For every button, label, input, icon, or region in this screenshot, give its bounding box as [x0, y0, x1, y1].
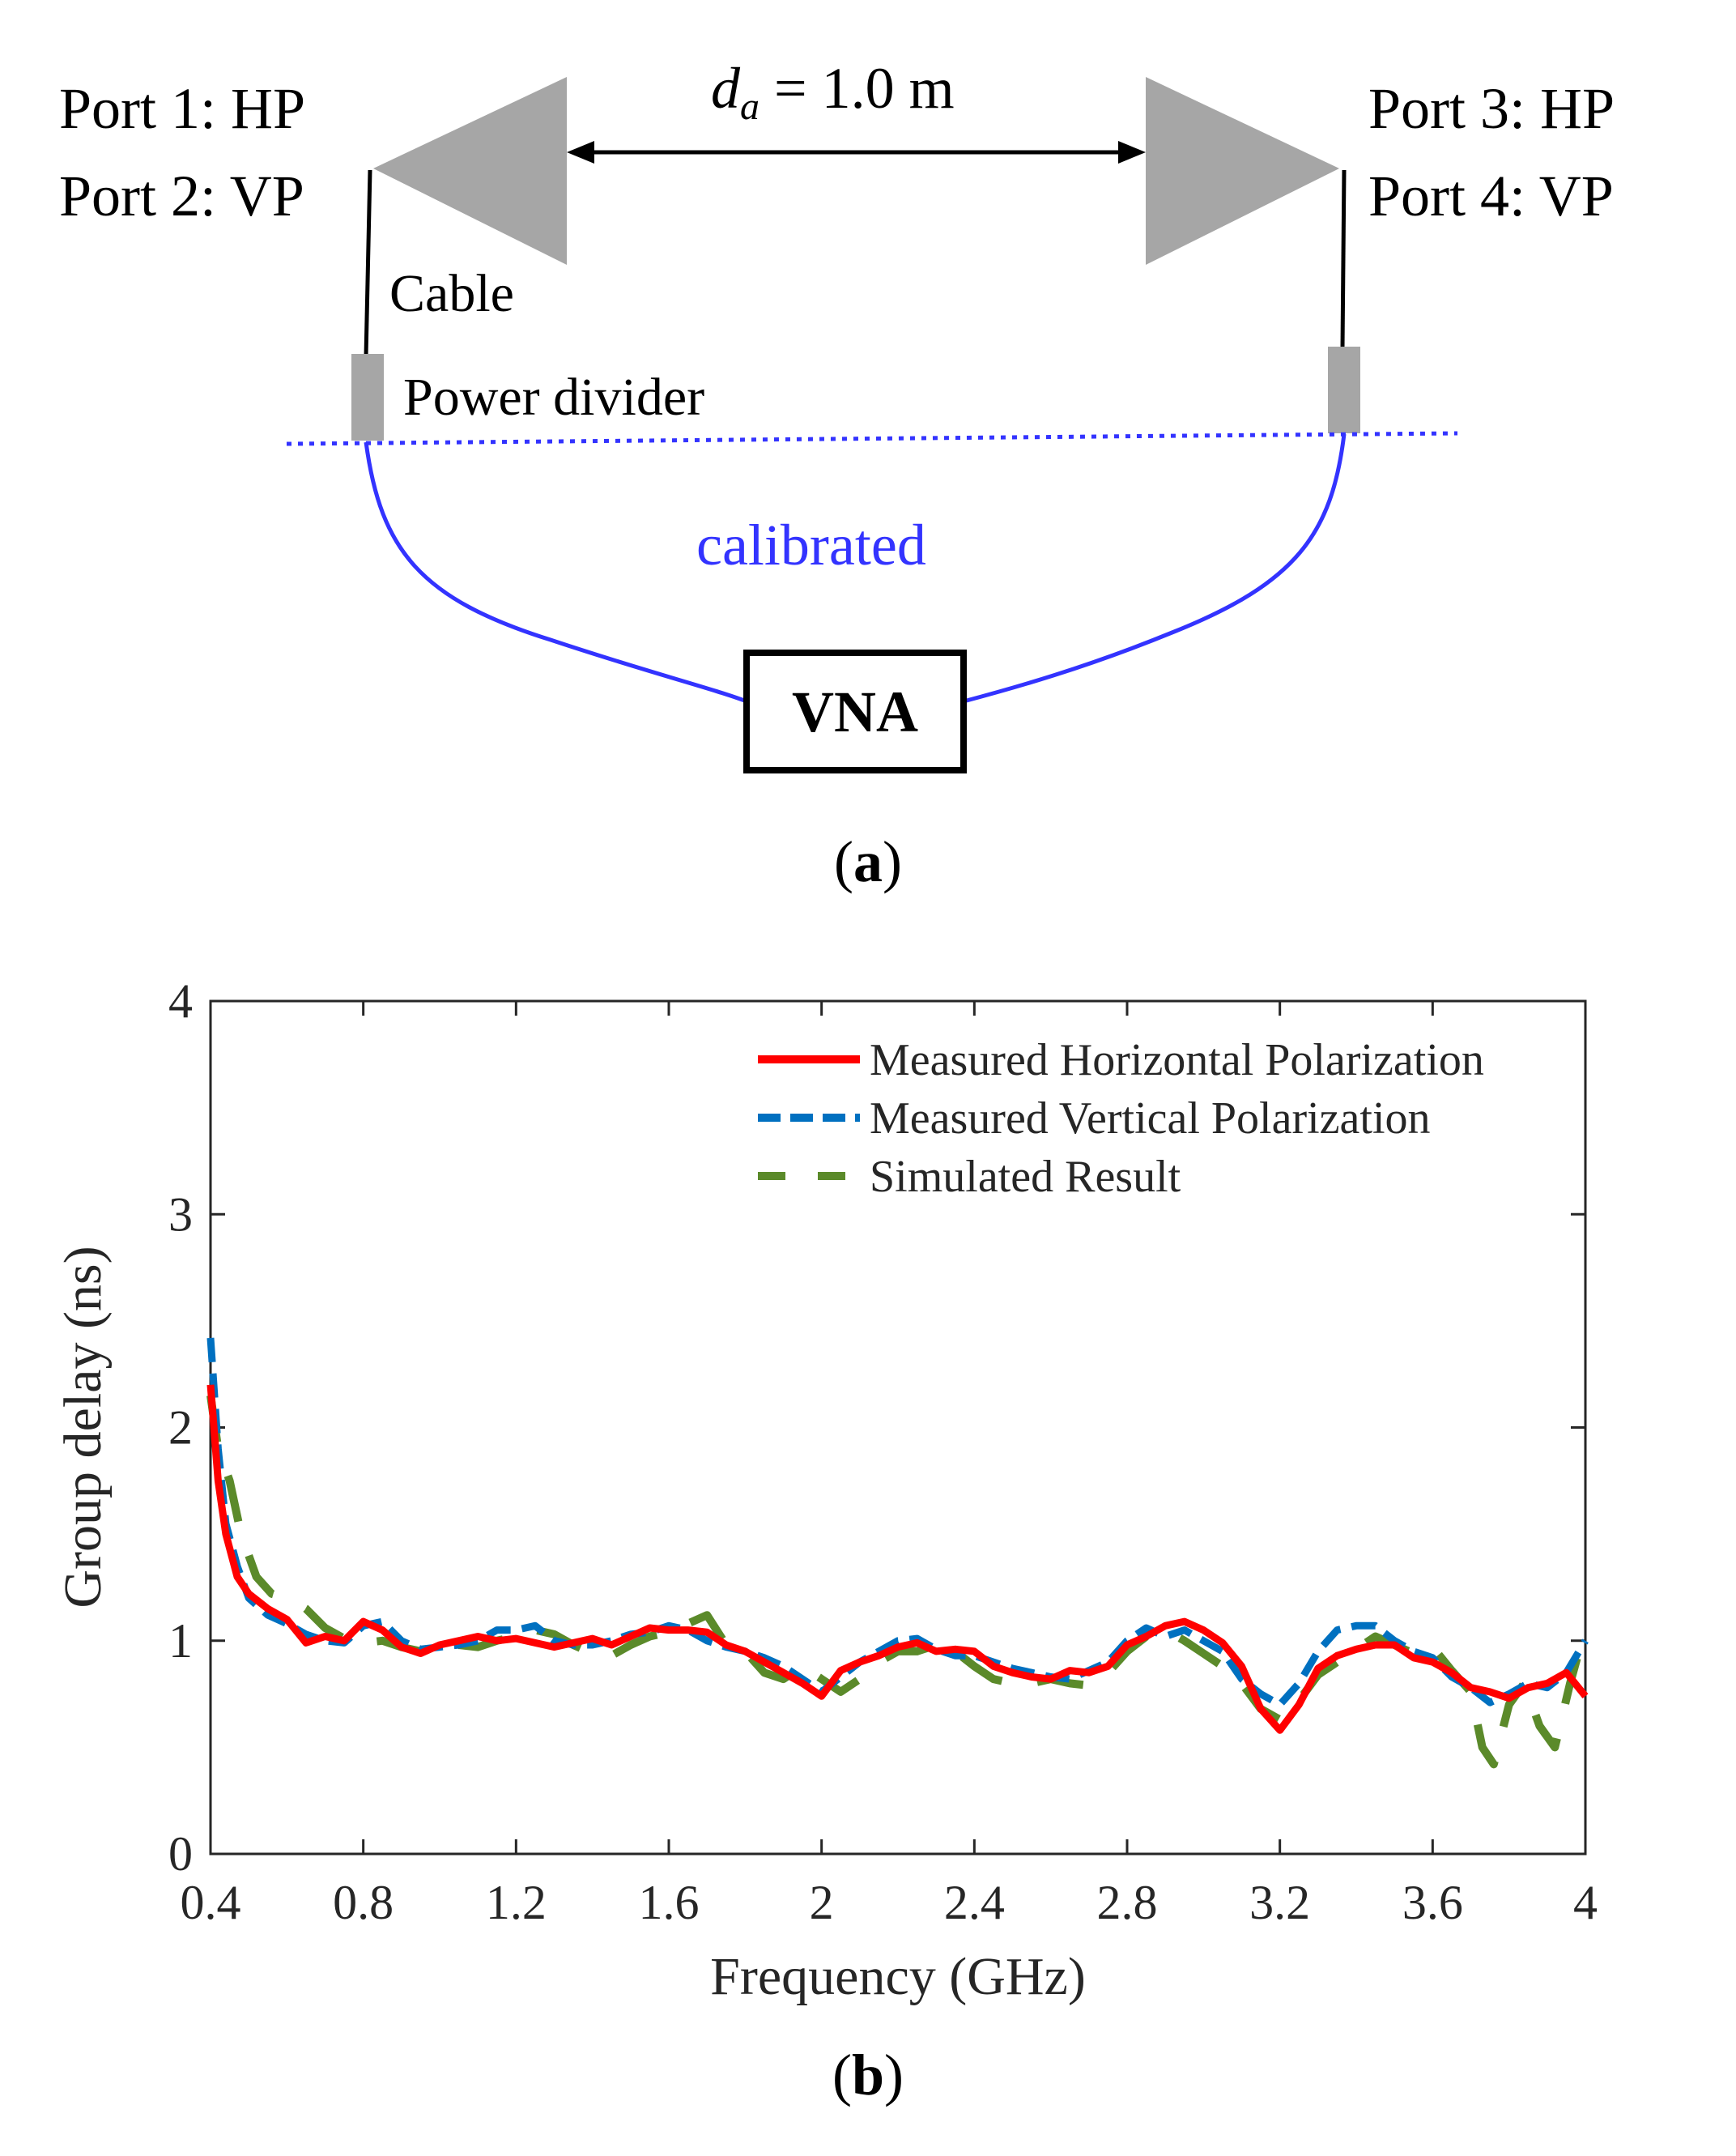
legend: Measured Horizontal Polarization Measure… [758, 1035, 1484, 1202]
port3-label: Port 3: HP [1368, 76, 1615, 141]
distance-value: = 1.0 m [760, 56, 955, 121]
port1-label: Port 1: HP [59, 76, 305, 141]
distance-arrow-left-head [567, 141, 594, 164]
x-tick-label: 0.8 [333, 1876, 394, 1929]
y-tick-label: 3 [168, 1187, 193, 1241]
left-vna-cable [364, 441, 747, 704]
right-power-divider [1328, 347, 1360, 433]
panel-b-caption: (b) [832, 2043, 904, 2107]
plot-frame [209, 999, 1587, 1856]
distance-subscript: a [740, 85, 760, 128]
panel-a-setup-diagram: da = 1.0 m Port 1: HP Port 2: VP Port 3:… [59, 56, 1615, 894]
vna-label: VNA [792, 680, 918, 744]
y-axis-label: Group delay (ns) [53, 1246, 113, 1608]
legend-label-horizontal: Measured Horizontal Polarization [870, 1035, 1484, 1085]
right-cable [1340, 169, 1347, 349]
power-divider-label: Power divider [403, 368, 704, 427]
series-line-horizontal [206, 1384, 1589, 1734]
panel-a-caption-letter: a [853, 829, 883, 894]
right-vna-cable [963, 433, 1347, 704]
series-line-vertical [206, 1337, 1589, 1709]
y-tick-label: 4 [168, 974, 193, 1028]
legend-label-vertical: Measured Vertical Polarization [870, 1093, 1431, 1144]
series-layer [206, 1337, 1589, 1769]
x-tick-label: 1.2 [486, 1876, 547, 1929]
distance-symbol: d [711, 56, 741, 121]
distance-arrow-right-head [1118, 141, 1146, 164]
x-tick-label: 4 [1573, 1876, 1598, 1929]
y-tick-label: 1 [168, 1614, 193, 1668]
panel-b-group-delay-chart: 0.4 0.8 1.2 1.6 2 2.4 2.8 3.2 3.6 4 0 1 2 3 4 Frequenc… [53, 974, 1598, 2107]
legend-label-simulated: Simulated Result [870, 1152, 1181, 1202]
left-power-divider [351, 354, 384, 441]
vna-box [743, 650, 967, 773]
y-tick-label: 0 [168, 1827, 193, 1881]
panel-a-caption: (a) [834, 829, 902, 894]
distance-label: da = 1.0 m [711, 56, 955, 128]
x-tick-label: 2.8 [1097, 1876, 1158, 1929]
ticks-layer: 0.4 0.8 1.2 1.6 2 2.4 2.8 3.2 3.6 4 0 1 2 3 4 [168, 974, 1598, 1929]
calibration-plane [286, 431, 1458, 446]
x-tick-label: 1.6 [639, 1876, 700, 1929]
cable-label: Cable [389, 264, 514, 323]
x-tick-label: 2 [810, 1876, 834, 1929]
y-tick-label: 2 [168, 1401, 193, 1455]
x-axis-label: Frequency (GHz) [710, 1947, 1086, 2006]
right-antenna [1146, 77, 1339, 265]
panel-b-caption-letter: b [852, 2043, 884, 2107]
calibrated-label: calibrated [696, 513, 926, 577]
x-tick-label: 3.2 [1249, 1876, 1310, 1929]
left-antenna [373, 77, 567, 265]
x-tick-label: 3.6 [1402, 1876, 1463, 1929]
x-tick-label: 2.4 [944, 1876, 1005, 1929]
x-tick-label: 0.4 [181, 1876, 241, 1929]
left-cable [364, 169, 372, 357]
port2-label: Port 2: VP [59, 164, 304, 228]
port4-label: Port 4: VP [1368, 164, 1614, 228]
